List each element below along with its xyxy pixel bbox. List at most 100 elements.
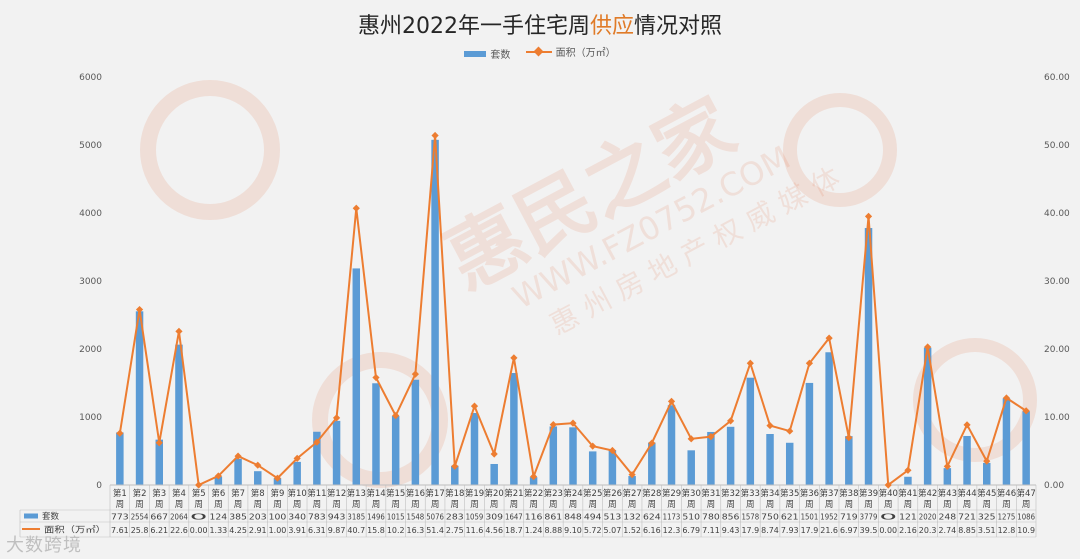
bar bbox=[687, 450, 695, 485]
x-tick-label: 第42 bbox=[918, 488, 937, 499]
x-tick-label: 第19 bbox=[465, 488, 484, 499]
bar bbox=[785, 442, 794, 485]
x-tick-label: 第5 bbox=[192, 488, 206, 499]
y-left-tick-label: 1000 bbox=[79, 413, 102, 423]
table-value-units: 385 bbox=[229, 513, 247, 522]
x-tick-label-suffix: 周 bbox=[707, 500, 716, 510]
x-tick-label: 第10 bbox=[288, 488, 307, 499]
bar bbox=[667, 405, 676, 485]
bar bbox=[451, 465, 459, 485]
table-value-units: 0 bbox=[190, 513, 208, 522]
table-value-area: 4.25 bbox=[229, 526, 247, 535]
table-value-units: 1173 bbox=[663, 513, 681, 522]
table-value-area: 3.91 bbox=[288, 526, 306, 535]
table-value-area: 2.16 bbox=[899, 526, 917, 535]
x-tick-label-suffix: 周 bbox=[884, 500, 893, 510]
table-value-area: 12.8 bbox=[998, 526, 1016, 535]
line-point bbox=[667, 397, 676, 405]
x-tick-label: 第23 bbox=[544, 488, 563, 499]
x-tick-label-suffix: 周 bbox=[411, 500, 420, 510]
bar bbox=[943, 468, 952, 485]
bar bbox=[746, 377, 755, 485]
table-value-area: 8.85 bbox=[958, 526, 976, 535]
line-point bbox=[589, 442, 597, 450]
table-value-area: 9.43 bbox=[722, 526, 740, 535]
x-tick-label-suffix: 周 bbox=[648, 500, 657, 510]
table-value-units: 132 bbox=[623, 513, 641, 522]
table-row-label-units: 套数 bbox=[42, 511, 60, 522]
line-point bbox=[687, 435, 695, 443]
bar bbox=[391, 415, 400, 485]
x-tick-label-suffix: 周 bbox=[510, 500, 519, 510]
table-value-units: 1548 bbox=[407, 513, 425, 522]
x-tick-label: 第13 bbox=[347, 488, 366, 499]
x-tick-label-suffix: 周 bbox=[254, 500, 263, 510]
x-tick-label: 第47 bbox=[1016, 488, 1035, 499]
x-tick-label: 第8 bbox=[251, 488, 265, 499]
table-value-units: 248 bbox=[938, 513, 956, 522]
table-value-units: 719 bbox=[840, 513, 858, 522]
x-tick-label-suffix: 周 bbox=[746, 500, 755, 510]
line-point bbox=[864, 212, 873, 220]
x-tick-label: 第14 bbox=[366, 488, 385, 499]
line-point bbox=[924, 343, 932, 351]
x-tick-label: 第7 bbox=[231, 488, 245, 499]
bar bbox=[490, 463, 498, 485]
table-value-area: 11.6 bbox=[466, 526, 484, 535]
x-tick-label: 第34 bbox=[760, 488, 779, 499]
x-tick-label-suffix: 周 bbox=[982, 500, 991, 510]
line-point bbox=[608, 446, 617, 455]
line-point bbox=[707, 433, 715, 441]
line-point bbox=[451, 462, 459, 470]
x-tick-label-suffix: 周 bbox=[943, 500, 952, 510]
x-tick-label-suffix: 周 bbox=[116, 500, 125, 510]
table-value-area: 6.16 bbox=[643, 526, 661, 535]
line-point bbox=[1002, 394, 1011, 402]
table-value-area: 7.11 bbox=[702, 526, 720, 535]
x-tick-label: 第35 bbox=[780, 488, 799, 499]
y-left-tick-label: 4000 bbox=[79, 209, 102, 219]
x-tick-label-suffix: 周 bbox=[372, 500, 381, 510]
bar bbox=[411, 379, 420, 485]
line-point bbox=[470, 402, 479, 410]
table-value-area: 25.8 bbox=[131, 526, 149, 535]
table-value-units: 1647 bbox=[505, 513, 523, 522]
x-tick-label: 第43 bbox=[938, 488, 957, 499]
line-point bbox=[805, 359, 814, 367]
bar bbox=[707, 431, 715, 485]
table-value-units: 1952 bbox=[820, 513, 838, 522]
bar bbox=[116, 432, 124, 485]
bar bbox=[431, 139, 439, 485]
legend-label-line: 面积（万㎡） bbox=[555, 48, 616, 59]
table-value-area: 17.9 bbox=[741, 526, 759, 535]
line-point bbox=[214, 472, 222, 480]
x-tick-label: 第24 bbox=[563, 488, 582, 499]
table-value-units: 1275 bbox=[998, 513, 1016, 522]
table-value-area: 6.79 bbox=[682, 526, 700, 535]
table-value-area: 8.74 bbox=[761, 526, 779, 535]
table-value-units: 124 bbox=[210, 513, 228, 522]
x-tick-label: 第27 bbox=[622, 488, 641, 499]
table-value-units: 203 bbox=[249, 513, 267, 522]
table-value-units: 1059 bbox=[466, 513, 484, 522]
line-point bbox=[155, 439, 163, 447]
bar bbox=[352, 268, 361, 485]
legend-swatch-bar bbox=[464, 50, 487, 57]
bar bbox=[825, 352, 833, 485]
line-point bbox=[529, 472, 538, 481]
x-tick-label: 第39 bbox=[859, 488, 878, 499]
line-point bbox=[332, 414, 341, 422]
table-value-units: 621 bbox=[781, 513, 799, 522]
table-value-units: 667 bbox=[150, 513, 168, 522]
line-point bbox=[135, 305, 144, 314]
table-value-area: 6.31 bbox=[308, 526, 326, 535]
bar bbox=[214, 476, 223, 485]
table-value-area: 9.10 bbox=[564, 526, 582, 535]
table-value-area: 4.56 bbox=[485, 526, 503, 535]
line-point bbox=[352, 204, 360, 212]
x-tick-label: 第28 bbox=[642, 488, 661, 499]
table-value-units: 750 bbox=[761, 513, 779, 522]
table-value-area: 2.74 bbox=[938, 526, 956, 535]
x-tick-label-suffix: 周 bbox=[864, 500, 873, 510]
table-value-units: 2554 bbox=[131, 513, 149, 522]
